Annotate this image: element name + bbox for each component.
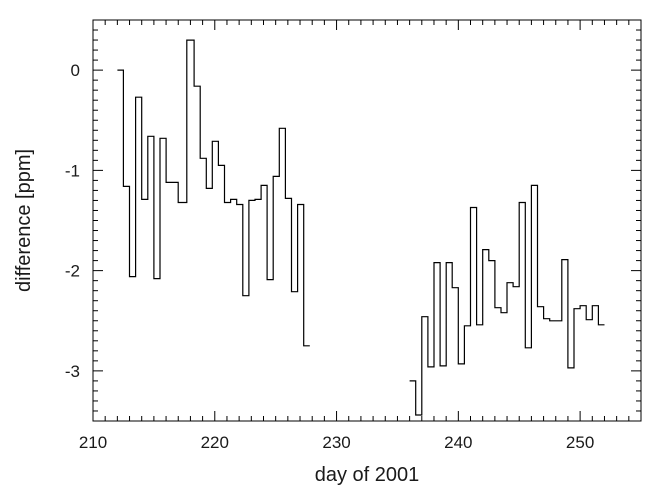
series-layer bbox=[117, 39, 605, 416]
x-tick-label: 210 bbox=[79, 433, 107, 452]
y-tick-label: 0 bbox=[71, 61, 80, 80]
x-tick-labels: 210 220 230 240 250 bbox=[79, 433, 594, 452]
y-axis-title: difference [ppm] bbox=[13, 149, 35, 292]
y-tick-labels: 0 -1 -2 -3 bbox=[65, 61, 80, 381]
x-axis-title: day of 2001 bbox=[315, 464, 420, 486]
x-tick-label: 240 bbox=[444, 433, 472, 452]
y-tick-label: -2 bbox=[65, 262, 80, 281]
series-line-1 bbox=[117, 39, 310, 347]
x-tick-label: 250 bbox=[566, 433, 594, 452]
axis-ticks bbox=[92, 19, 642, 422]
series-line-2 bbox=[409, 184, 605, 416]
plot-frame bbox=[92, 19, 642, 422]
y-tick-label: -1 bbox=[65, 161, 80, 180]
y-tick-label: -3 bbox=[65, 362, 80, 381]
x-tick-label: 230 bbox=[322, 433, 350, 452]
x-tick-label: 220 bbox=[201, 433, 229, 452]
